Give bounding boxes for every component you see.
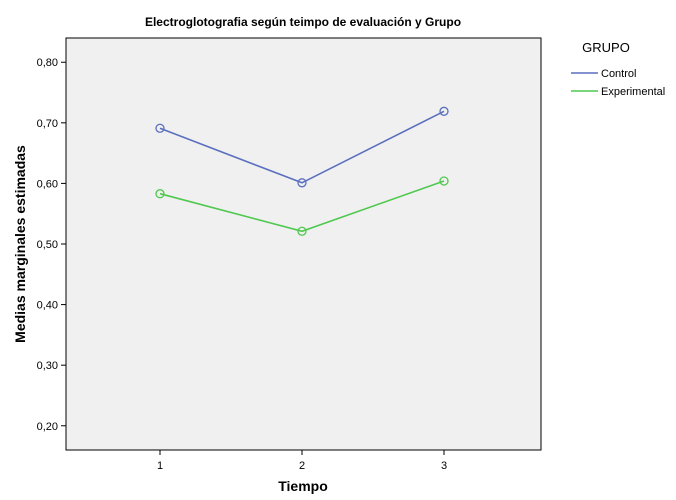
legend-items: Control Experimental [571, 68, 665, 98]
plot-area [65, 37, 542, 451]
legend-label-control: Control [601, 68, 636, 80]
y-tick-label: 0,30 [37, 360, 58, 372]
data-point-experimental [297, 226, 307, 236]
series-line-experimental [159, 180, 445, 233]
legend-title: GRUPO [582, 40, 630, 55]
y-tick-label: 0,70 [37, 118, 58, 130]
y-axis-label: Medias marginales estimadas [12, 145, 28, 343]
y-tick-label: 0,50 [37, 239, 58, 251]
y-tick-label: 0,60 [37, 178, 58, 190]
legend: GRUPO Control Experimental [571, 40, 665, 98]
legend-label-experimental: Experimental [601, 86, 665, 98]
y-tick-label: 0,40 [37, 300, 58, 312]
x-axis: 1 2 3 [157, 450, 447, 472]
chart-title: Electroglotografia según teimpo de evalu… [145, 15, 461, 29]
y-tick-label: 0,80 [37, 57, 58, 69]
x-tick-label: 2 [299, 460, 305, 472]
y-tick-label: 0,20 [37, 421, 58, 433]
x-axis-label: Tiempo [278, 478, 328, 494]
x-tick-label: 3 [441, 460, 447, 472]
data-point-control [439, 106, 449, 116]
series-line-control [159, 110, 445, 184]
data-point-experimental [439, 176, 449, 186]
data-point-control [297, 178, 307, 188]
data-point-control [155, 123, 165, 133]
series-group [155, 106, 449, 236]
y-axis: 0,20 0,30 0,40 0,50 0,60 0,70 0,80 [37, 57, 66, 433]
data-point-experimental [155, 189, 165, 199]
x-tick-label: 1 [157, 460, 163, 472]
